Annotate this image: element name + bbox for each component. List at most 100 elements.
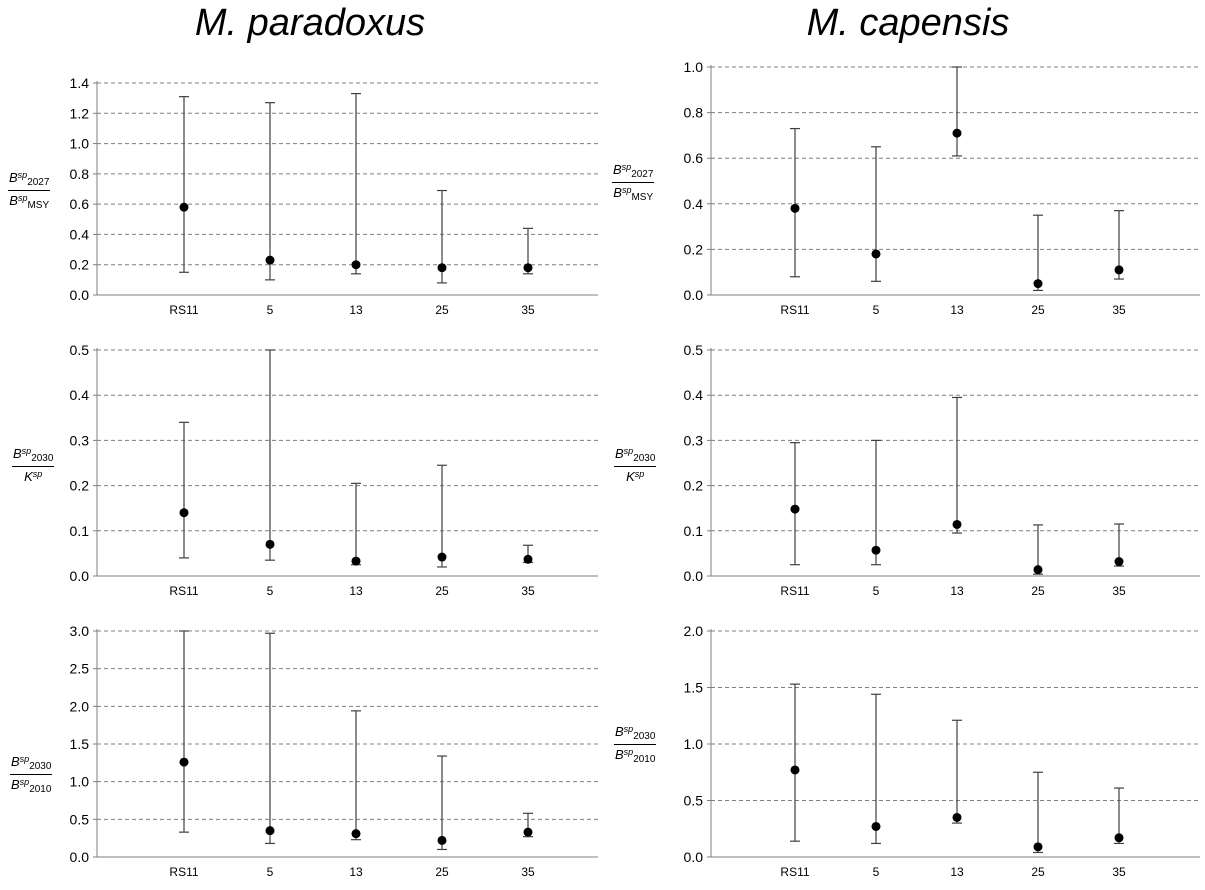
y-tick-label: 0.2 xyxy=(70,478,90,494)
y-tick-label: 0.5 xyxy=(684,793,704,809)
data-point xyxy=(179,757,189,767)
data-point xyxy=(351,829,361,839)
data-point xyxy=(179,508,189,518)
x-tick-label: 35 xyxy=(1112,303,1126,317)
y-tick-label: 0.4 xyxy=(684,196,704,212)
data-point xyxy=(351,260,361,270)
data-point xyxy=(790,765,800,775)
y-tick-label: 0.0 xyxy=(70,568,90,584)
x-tick-label: 13 xyxy=(950,865,964,879)
y-tick-label: 0.8 xyxy=(70,166,90,182)
data-point xyxy=(790,504,800,514)
x-tick-label: RS11 xyxy=(169,584,198,598)
y-tick-label: 0.6 xyxy=(70,196,90,212)
x-tick-label: 25 xyxy=(435,303,449,317)
x-tick-label: RS11 xyxy=(780,303,809,317)
y-tick-label: 0.0 xyxy=(70,287,90,303)
data-point xyxy=(265,826,275,836)
data-point xyxy=(1033,565,1043,575)
data-point xyxy=(1114,557,1124,567)
x-tick-label: 35 xyxy=(521,865,535,879)
data-point xyxy=(1033,279,1043,289)
x-tick-label: RS11 xyxy=(780,865,809,879)
y-tick-label: 0.2 xyxy=(684,478,704,494)
x-tick-label: 5 xyxy=(267,865,274,879)
ylabel-left-row2: Bsp2030 Ksp xyxy=(12,446,55,484)
data-point xyxy=(265,255,275,265)
ylabel-right-row3: Bsp2030 Bsp2010 xyxy=(614,724,657,765)
y-tick-label: 0.6 xyxy=(684,150,704,166)
y-tick-label: 0.2 xyxy=(70,257,90,273)
x-tick-label: 25 xyxy=(435,584,449,598)
y-tick-label: 0.8 xyxy=(684,105,704,121)
y-tick-label: 0.1 xyxy=(684,523,704,539)
y-tick-label: 0.2 xyxy=(684,241,704,257)
ylabel-left-row1: Bsp2027 BspMSY xyxy=(8,170,51,211)
y-tick-label: 1.0 xyxy=(70,136,90,152)
y-tick-label: 2.5 xyxy=(70,661,90,677)
y-tick-label: 1.5 xyxy=(684,680,704,696)
ylabel-right-row2: Bsp2030 Ksp xyxy=(614,446,657,484)
title-m-paradoxus: M. paradoxus xyxy=(194,2,426,44)
data-point xyxy=(1114,833,1124,843)
data-point xyxy=(523,554,533,564)
data-point xyxy=(871,249,881,259)
y-tick-label: 0.0 xyxy=(70,849,90,865)
x-tick-label: 5 xyxy=(267,584,274,598)
data-point xyxy=(1114,265,1124,275)
data-point xyxy=(952,128,962,138)
y-tick-label: 0.1 xyxy=(70,523,90,539)
x-tick-label: RS11 xyxy=(169,865,198,879)
data-point xyxy=(523,263,533,273)
y-tick-label: 2.0 xyxy=(70,698,90,714)
x-tick-label: RS11 xyxy=(169,303,198,317)
title-m-capensis: M. capensis xyxy=(806,2,1010,44)
data-point xyxy=(265,539,275,549)
data-point xyxy=(790,203,800,213)
ylabel-left-row3: Bsp2030 Bsp2010 xyxy=(10,754,53,795)
y-tick-label: 0.3 xyxy=(70,432,90,448)
data-point xyxy=(437,263,447,273)
x-tick-label: 5 xyxy=(873,303,880,317)
x-tick-label: 25 xyxy=(435,865,449,879)
y-tick-label: 0.5 xyxy=(70,811,90,827)
x-tick-label: 13 xyxy=(349,865,363,879)
x-tick-label: 13 xyxy=(349,303,363,317)
data-point xyxy=(437,835,447,845)
y-tick-label: 1.0 xyxy=(70,774,90,790)
y-tick-label: 1.2 xyxy=(70,105,90,121)
y-tick-label: 0.5 xyxy=(70,342,90,358)
x-tick-label: 25 xyxy=(1031,865,1045,879)
ylabel-right-row1: Bsp2027 BspMSY xyxy=(612,162,655,203)
y-tick-label: 2.0 xyxy=(684,623,704,639)
data-point xyxy=(952,519,962,529)
data-point xyxy=(351,556,361,566)
y-tick-label: 0.3 xyxy=(684,432,704,448)
data-point xyxy=(952,812,962,822)
data-point xyxy=(871,545,881,555)
y-tick-label: 1.0 xyxy=(684,736,704,752)
x-tick-label: 35 xyxy=(521,303,535,317)
x-tick-label: 5 xyxy=(873,865,880,879)
y-tick-label: 1.4 xyxy=(70,75,90,91)
x-tick-label: 5 xyxy=(267,303,274,317)
y-tick-label: 0.4 xyxy=(70,226,90,242)
y-tick-label: 1.0 xyxy=(684,59,704,75)
x-tick-label: 35 xyxy=(521,584,535,598)
x-tick-label: RS11 xyxy=(780,584,809,598)
x-tick-label: 35 xyxy=(1112,865,1126,879)
x-tick-label: 13 xyxy=(349,584,363,598)
x-tick-label: 25 xyxy=(1031,303,1045,317)
y-tick-label: 0.0 xyxy=(684,287,704,303)
y-tick-label: 0.0 xyxy=(684,849,704,865)
y-tick-label: 1.5 xyxy=(70,736,90,752)
y-tick-label: 0.5 xyxy=(684,342,704,358)
y-tick-label: 0.4 xyxy=(70,387,90,403)
x-tick-label: 25 xyxy=(1031,584,1045,598)
x-tick-label: 13 xyxy=(950,584,964,598)
y-tick-label: 0.0 xyxy=(684,568,704,584)
y-tick-label: 0.4 xyxy=(684,387,704,403)
x-tick-label: 13 xyxy=(950,303,964,317)
data-point xyxy=(871,821,881,831)
data-point xyxy=(179,202,189,212)
